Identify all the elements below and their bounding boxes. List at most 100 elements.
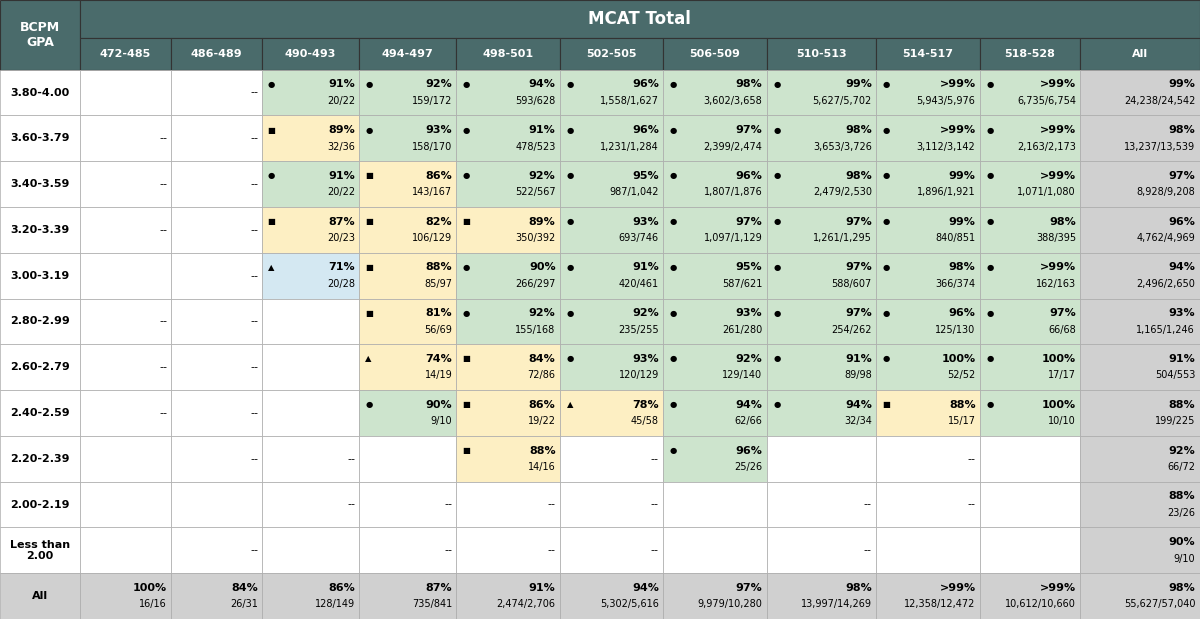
Text: 85/97: 85/97 xyxy=(425,279,452,289)
Bar xyxy=(359,70,456,116)
Text: 52/52: 52/52 xyxy=(947,371,976,381)
Bar xyxy=(456,573,559,619)
Text: BCPM
GPA: BCPM GPA xyxy=(19,21,60,49)
Text: ●: ● xyxy=(774,217,781,226)
Text: 92%: 92% xyxy=(1169,446,1195,456)
Text: 84%: 84% xyxy=(232,583,258,593)
Bar xyxy=(979,482,1080,527)
Text: 91%: 91% xyxy=(329,79,355,89)
Bar xyxy=(456,482,559,527)
Bar xyxy=(0,573,79,619)
Text: --: -- xyxy=(160,316,168,326)
Bar xyxy=(664,482,767,527)
Text: 89%: 89% xyxy=(329,125,355,135)
Text: --: -- xyxy=(547,500,556,509)
Bar xyxy=(979,344,1080,390)
Bar xyxy=(359,344,456,390)
Bar xyxy=(170,116,262,162)
Text: ■: ■ xyxy=(268,217,275,226)
Bar xyxy=(664,253,767,298)
Bar xyxy=(79,162,170,207)
Text: 588/607: 588/607 xyxy=(832,279,872,289)
Bar xyxy=(1080,162,1200,207)
Bar xyxy=(876,298,979,344)
Bar xyxy=(262,482,359,527)
Text: 514-517: 514-517 xyxy=(902,49,954,59)
Text: 97%: 97% xyxy=(845,217,872,227)
Bar xyxy=(262,390,359,436)
Text: 10,612/10,660: 10,612/10,660 xyxy=(1006,599,1076,609)
Bar xyxy=(876,573,979,619)
Text: 350/392: 350/392 xyxy=(515,233,556,243)
Text: ●: ● xyxy=(566,309,574,318)
Bar xyxy=(262,116,359,162)
Bar xyxy=(979,573,1080,619)
Bar xyxy=(767,436,876,482)
Bar xyxy=(767,390,876,436)
Text: 97%: 97% xyxy=(1049,308,1076,318)
Text: 2,399/2,474: 2,399/2,474 xyxy=(703,142,762,152)
Text: ▲: ▲ xyxy=(366,355,372,363)
Bar xyxy=(456,436,559,482)
Text: 98%: 98% xyxy=(845,125,872,135)
Text: 92%: 92% xyxy=(529,171,556,181)
Text: 89/98: 89/98 xyxy=(844,371,872,381)
Text: 20/28: 20/28 xyxy=(328,279,355,289)
Text: 478/523: 478/523 xyxy=(515,142,556,152)
Bar xyxy=(979,70,1080,116)
Text: 17/17: 17/17 xyxy=(1048,371,1076,381)
Bar xyxy=(79,527,170,573)
Text: ■: ■ xyxy=(268,126,275,134)
Text: 20/23: 20/23 xyxy=(328,233,355,243)
Text: 100%: 100% xyxy=(1042,400,1076,410)
Bar xyxy=(359,207,456,253)
Text: 100%: 100% xyxy=(133,583,167,593)
Text: 82%: 82% xyxy=(426,217,452,227)
Text: 91%: 91% xyxy=(845,354,872,364)
Bar xyxy=(456,390,559,436)
Bar xyxy=(979,116,1080,162)
Text: 504/553: 504/553 xyxy=(1154,371,1195,381)
Text: 8,928/9,208: 8,928/9,208 xyxy=(1136,188,1195,197)
Bar xyxy=(79,38,170,70)
Text: --: -- xyxy=(251,271,258,280)
Text: 15/17: 15/17 xyxy=(948,416,976,426)
Bar xyxy=(767,38,876,70)
Text: ●: ● xyxy=(986,263,994,272)
Text: 2.00-2.19: 2.00-2.19 xyxy=(10,500,70,509)
Text: 99%: 99% xyxy=(1169,79,1195,89)
Text: 91%: 91% xyxy=(529,583,556,593)
Bar xyxy=(767,298,876,344)
Bar xyxy=(0,436,79,482)
Bar xyxy=(170,207,262,253)
Bar xyxy=(79,253,170,298)
Text: 91%: 91% xyxy=(529,125,556,135)
Text: 84%: 84% xyxy=(529,354,556,364)
Text: ●: ● xyxy=(774,355,781,363)
Text: ●: ● xyxy=(463,263,470,272)
Bar xyxy=(0,527,79,573)
Bar xyxy=(559,344,664,390)
Bar xyxy=(876,162,979,207)
Text: ●: ● xyxy=(463,171,470,180)
Bar xyxy=(767,527,876,573)
Text: 96%: 96% xyxy=(632,79,659,89)
Bar xyxy=(1080,70,1200,116)
Text: --: -- xyxy=(967,454,976,464)
Text: >99%: >99% xyxy=(940,125,976,135)
Bar xyxy=(0,482,79,527)
Text: 16/16: 16/16 xyxy=(139,599,167,609)
Bar xyxy=(79,573,170,619)
Text: 45/58: 45/58 xyxy=(631,416,659,426)
Text: --: -- xyxy=(251,88,258,98)
Bar xyxy=(79,482,170,527)
Text: 98%: 98% xyxy=(1169,125,1195,135)
Bar xyxy=(456,344,559,390)
Bar xyxy=(359,298,456,344)
Bar xyxy=(767,207,876,253)
Bar xyxy=(559,436,664,482)
Bar xyxy=(664,162,767,207)
Text: 735/841: 735/841 xyxy=(412,599,452,609)
Bar xyxy=(79,70,170,116)
Text: 91%: 91% xyxy=(1169,354,1195,364)
